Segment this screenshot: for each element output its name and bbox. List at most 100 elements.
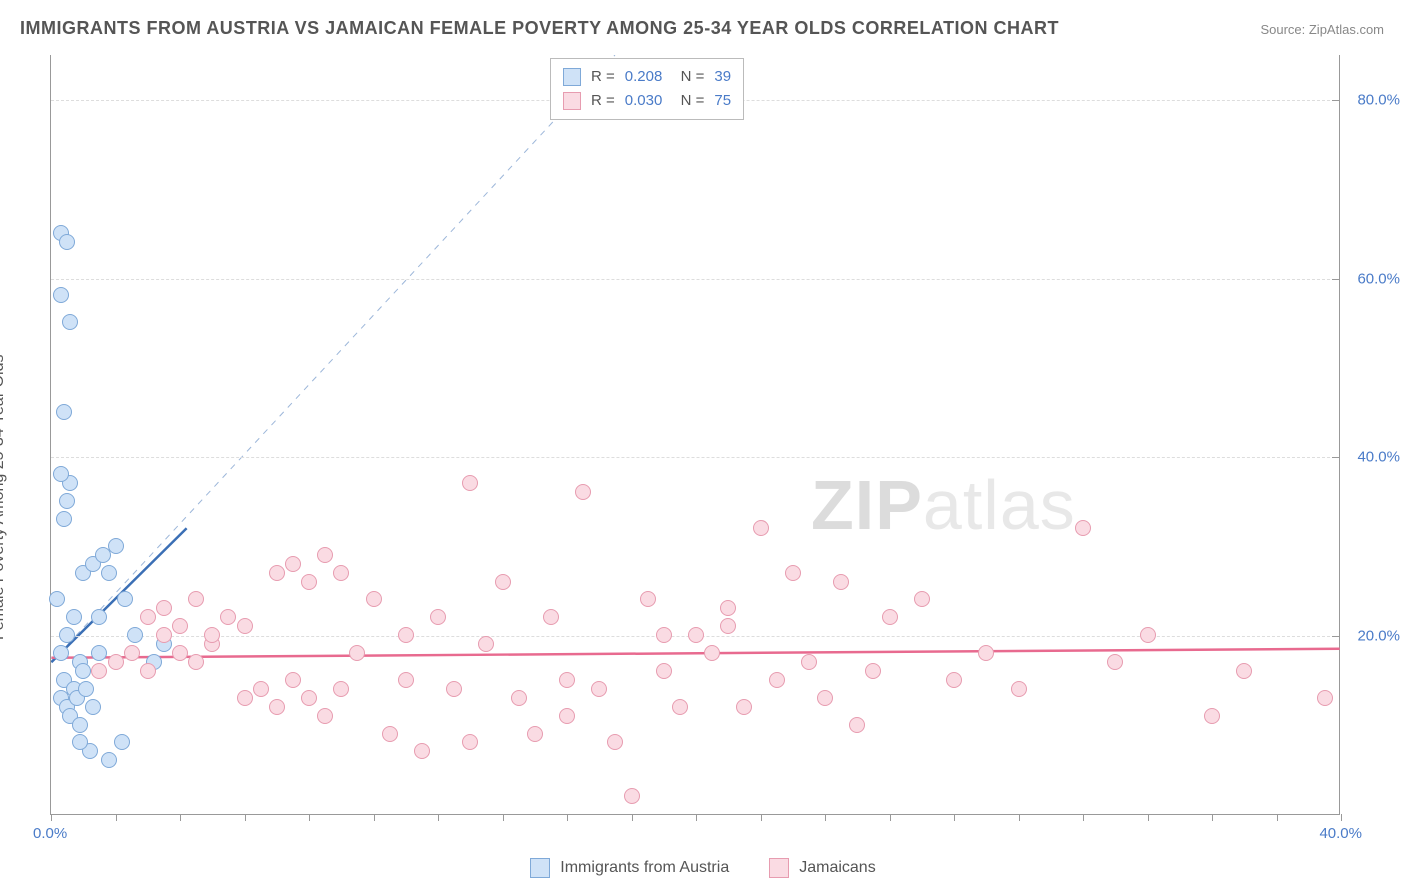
stats-swatch [563,92,581,110]
data-point [317,708,333,724]
data-point [720,618,736,634]
data-point [59,234,75,250]
data-point [801,654,817,670]
data-point [269,565,285,581]
data-point [978,645,994,661]
y-tick-mark [1332,636,1340,637]
stats-n-label: N = [672,65,704,89]
data-point [101,565,117,581]
stats-r-value: 0.208 [625,65,663,89]
data-point [511,690,527,706]
data-point [56,404,72,420]
data-point [575,484,591,500]
data-point [688,627,704,643]
data-point [1317,690,1333,706]
data-point [253,681,269,697]
data-point [1011,681,1027,697]
data-point [753,520,769,536]
x-tick-mark [1212,814,1213,821]
data-point [237,618,253,634]
data-point [478,636,494,652]
x-tick-mark [180,814,181,821]
x-tick-mark [116,814,117,821]
legend-item: Immigrants from Austria [530,858,729,878]
data-point [462,475,478,491]
x-tick-mark [245,814,246,821]
data-point [91,663,107,679]
right-axis-line [1339,55,1340,814]
data-point [736,699,752,715]
data-point [237,690,253,706]
data-point [269,699,285,715]
data-point [333,565,349,581]
data-point [833,574,849,590]
stats-r-label: R = [591,89,615,113]
data-point [1236,663,1252,679]
x-tick-mark [438,814,439,821]
trend-line [51,649,1339,658]
data-point [672,699,688,715]
bottom-legend: Immigrants from AustriaJamaicans [0,858,1406,878]
x-tick-mark [696,814,697,821]
y-axis-label: Female Poverty Among 25-34 Year Olds [0,355,8,641]
x-tick-mark [632,814,633,821]
data-point [301,690,317,706]
chart-plot-area: ZIPatlas 0.0% 40.0% 20.0%40.0%60.0%80.0% [50,55,1340,815]
data-point [559,672,575,688]
gridline [51,279,1340,280]
data-point [101,752,117,768]
x-tick-mark [1083,814,1084,821]
data-point [140,609,156,625]
data-point [1204,708,1220,724]
x-axis-max-label: 40.0% [1319,825,1362,842]
data-point [204,627,220,643]
stats-n-label: N = [672,89,704,113]
data-point [1075,520,1091,536]
data-point [704,645,720,661]
data-point [114,734,130,750]
x-tick-mark [890,814,891,821]
data-point [62,314,78,330]
data-point [188,654,204,670]
data-point [769,672,785,688]
data-point [156,600,172,616]
legend-swatch [769,858,789,878]
legend-label: Immigrants from Austria [560,859,729,877]
data-point [640,591,656,607]
data-point [301,574,317,590]
y-tick-mark [1332,100,1340,101]
stats-swatch [563,68,581,86]
stats-row: R = 0.030 N = 75 [563,89,731,113]
y-tick-label: 40.0% [1357,449,1400,466]
data-point [366,591,382,607]
stats-r-label: R = [591,65,615,89]
stats-legend-box: R = 0.208 N = 39R = 0.030 N = 75 [550,58,744,120]
data-point [430,609,446,625]
data-point [317,547,333,563]
chart-title: IMMIGRANTS FROM AUSTRIA VS JAMAICAN FEMA… [20,18,1059,39]
data-point [85,699,101,715]
x-tick-mark [1148,814,1149,821]
data-point [53,645,69,661]
data-point [398,627,414,643]
data-point [849,717,865,733]
data-point [220,609,236,625]
data-point [124,645,140,661]
gridline [51,457,1340,458]
data-point [527,726,543,742]
y-tick-mark [1332,457,1340,458]
data-point [78,681,94,697]
x-tick-mark [51,814,52,821]
data-point [127,627,143,643]
x-tick-mark [761,814,762,821]
data-point [285,672,301,688]
data-point [559,708,575,724]
x-tick-mark [954,814,955,821]
stats-n-value: 39 [714,65,731,89]
data-point [108,538,124,554]
x-tick-mark [1277,814,1278,821]
stats-row: R = 0.208 N = 39 [563,65,731,89]
data-point [53,466,69,482]
data-point [72,717,88,733]
data-point [285,556,301,572]
